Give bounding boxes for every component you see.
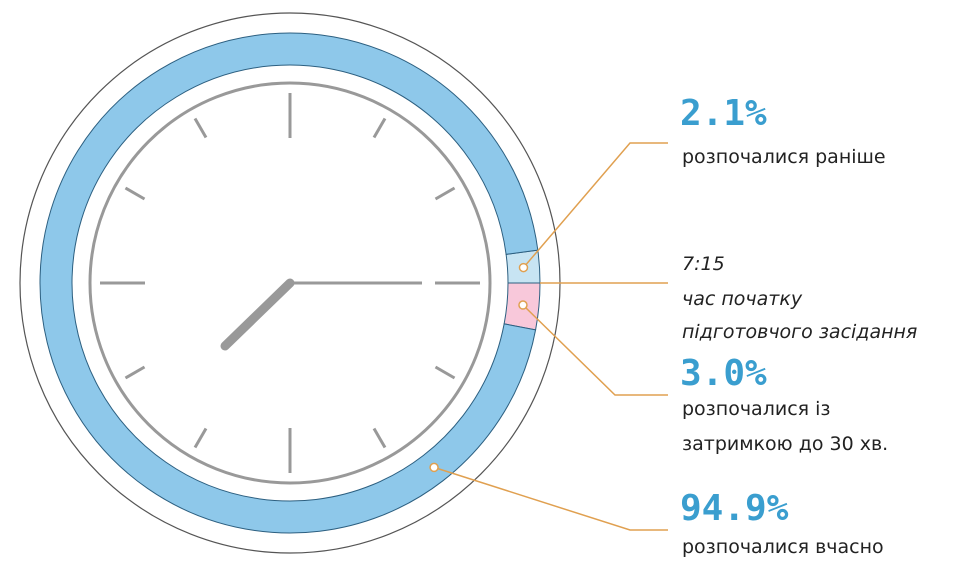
leader-line (433, 466, 668, 531)
leader-line (522, 304, 668, 396)
category-label: розпочалися вчасно (682, 536, 884, 558)
clock-tick (193, 427, 208, 449)
labels: 2.1% розпочалися раніше 3.0% розпочалися із… (429, 93, 917, 558)
leader-line (522, 142, 668, 269)
clock-tick (372, 427, 387, 449)
leader-dot (429, 462, 439, 473)
annotation: час початку (682, 288, 803, 310)
value-label: 94.9% (680, 488, 789, 529)
value-label: 3.0% (680, 353, 767, 394)
leader-dot (518, 300, 528, 310)
category-label: розпочалися із (682, 398, 831, 420)
clock-tick (124, 365, 146, 380)
clock-ticks (100, 93, 480, 473)
clock-tick (434, 186, 456, 201)
leader-dot (518, 262, 529, 273)
value-label: 2.1% (680, 93, 767, 134)
clock-tick (434, 365, 456, 380)
clock-tick (193, 117, 208, 139)
category-label: розпочалися раніше (682, 146, 886, 168)
annotation: 7:15 (682, 253, 725, 275)
category-label: затримкою до 30 хв. (682, 433, 888, 455)
annotation: підготовчого засідання (682, 321, 917, 343)
clock-tick (372, 117, 387, 139)
ring-segment (39, 32, 539, 534)
hour-hand (220, 278, 295, 351)
clock-tick (124, 186, 146, 201)
